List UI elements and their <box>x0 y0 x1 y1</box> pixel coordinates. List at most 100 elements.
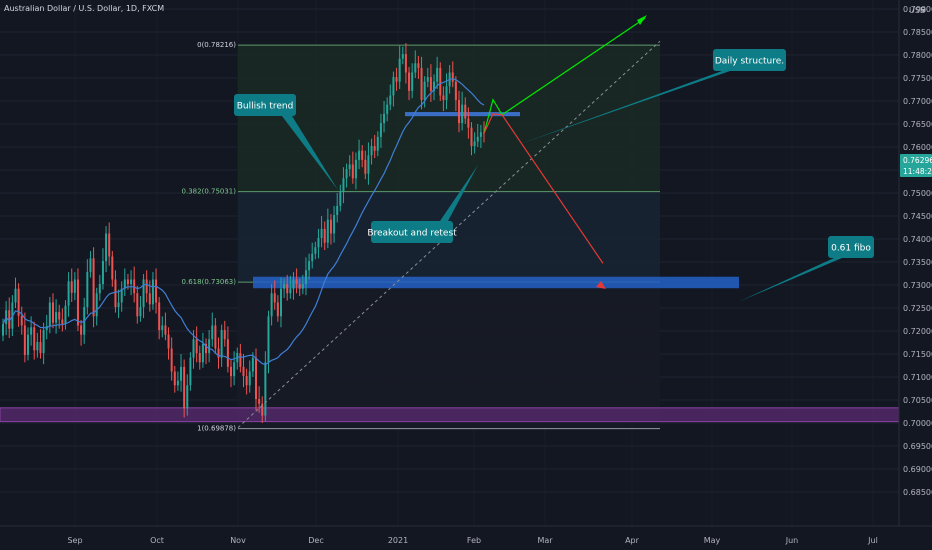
price-tag-bg <box>900 154 932 177</box>
candle-body <box>245 376 248 386</box>
candle-body <box>217 348 220 358</box>
callout-breakout-tail <box>440 165 478 221</box>
candle-body <box>180 366 183 381</box>
candle-body <box>14 288 17 303</box>
candle-body <box>192 339 195 358</box>
fib-level-label: 0.382(0.75031) <box>182 188 237 196</box>
candle-body <box>379 123 382 137</box>
candle-body <box>433 81 436 91</box>
price-tick-label: 0.68500 <box>903 488 932 497</box>
fib-level-label: 1(0.69878) <box>197 425 236 433</box>
candle-body <box>467 118 470 128</box>
fib-zone-lower <box>238 282 660 429</box>
candle-body <box>92 258 95 317</box>
callout-bullish-tail <box>282 116 338 190</box>
candle-body <box>142 279 145 308</box>
candle-body <box>317 238 320 248</box>
candle-body <box>404 54 407 73</box>
callout-daily-box <box>713 49 786 71</box>
candle-body <box>26 334 29 355</box>
candle-body <box>361 150 364 160</box>
candle-body <box>233 362 236 377</box>
candle-body <box>401 54 404 59</box>
candle-body <box>276 302 279 317</box>
candle-body <box>98 284 101 294</box>
candle-body <box>370 146 373 156</box>
candle-body <box>17 288 20 316</box>
candle-body <box>48 302 51 326</box>
candle-body <box>173 371 176 386</box>
time-tick-label: Dec <box>308 536 323 545</box>
candle-body <box>395 77 398 82</box>
candle-body <box>33 327 36 351</box>
candle-body <box>426 77 429 82</box>
candle-body <box>167 334 170 349</box>
candle-body <box>89 258 92 273</box>
candle-body <box>376 136 379 151</box>
candle-body <box>367 155 370 174</box>
candle-body <box>254 357 257 400</box>
candle-body <box>76 279 79 326</box>
candle-body <box>39 342 42 354</box>
candle-body <box>248 371 251 386</box>
candle-body <box>239 353 242 367</box>
candle-body <box>411 72 414 91</box>
time-tick-label: Oct <box>150 536 164 545</box>
currency-selector[interactable]: USD ▾ <box>909 6 926 15</box>
candle-body <box>8 310 11 329</box>
candle-body <box>105 233 108 262</box>
candle-body <box>398 58 401 82</box>
candle-body <box>326 219 329 243</box>
candle-body <box>292 279 295 289</box>
price-tag: 0.76296 11:48:26 <box>900 154 932 177</box>
callout-fibo-tail <box>738 258 842 302</box>
candle-body <box>423 81 426 101</box>
candle-body <box>333 215 336 234</box>
candle-body <box>230 366 233 377</box>
candle-body <box>436 67 439 82</box>
candle-body <box>298 284 301 289</box>
candle-body <box>58 312 61 320</box>
candle-body <box>286 284 289 294</box>
price-tag-value: 0.76296 <box>903 156 932 165</box>
candle-body <box>201 343 204 363</box>
candle-body <box>208 339 211 354</box>
candle-body <box>273 293 276 303</box>
callout-fibo-label: 0.61 fibo <box>831 244 871 254</box>
candle-body <box>2 324 4 336</box>
candle-body <box>151 279 154 305</box>
time-axis[interactable]: Sep Oct Nov Dec 2021 Feb Mar Apr May Jun Jul <box>0 525 932 545</box>
candle-body <box>195 339 198 354</box>
callouts: Bullish trend Daily structure. Breakout an… <box>234 49 874 302</box>
candle-body <box>145 279 148 294</box>
candle-body <box>264 362 267 416</box>
chevron-down-icon: ▾ <box>922 7 925 14</box>
candle-body <box>64 305 67 325</box>
candle-body <box>445 86 448 101</box>
candle-body <box>320 228 323 239</box>
candle-body <box>161 325 164 331</box>
fib-level-label: 0(0.78216) <box>197 41 236 49</box>
candle-body <box>417 63 420 68</box>
candle-body <box>120 288 123 303</box>
candle-body <box>461 104 464 124</box>
candle-body <box>295 279 298 285</box>
currency-label: USD <box>909 6 926 15</box>
candle-body <box>198 353 201 363</box>
candle-body <box>289 288 292 294</box>
candle-body <box>267 316 270 363</box>
bearish-arrowhead-icon <box>596 281 606 289</box>
candle-body <box>220 330 223 358</box>
candle-body <box>126 279 129 285</box>
time-tick-label: Sep <box>67 536 82 545</box>
candle-body <box>454 81 457 101</box>
